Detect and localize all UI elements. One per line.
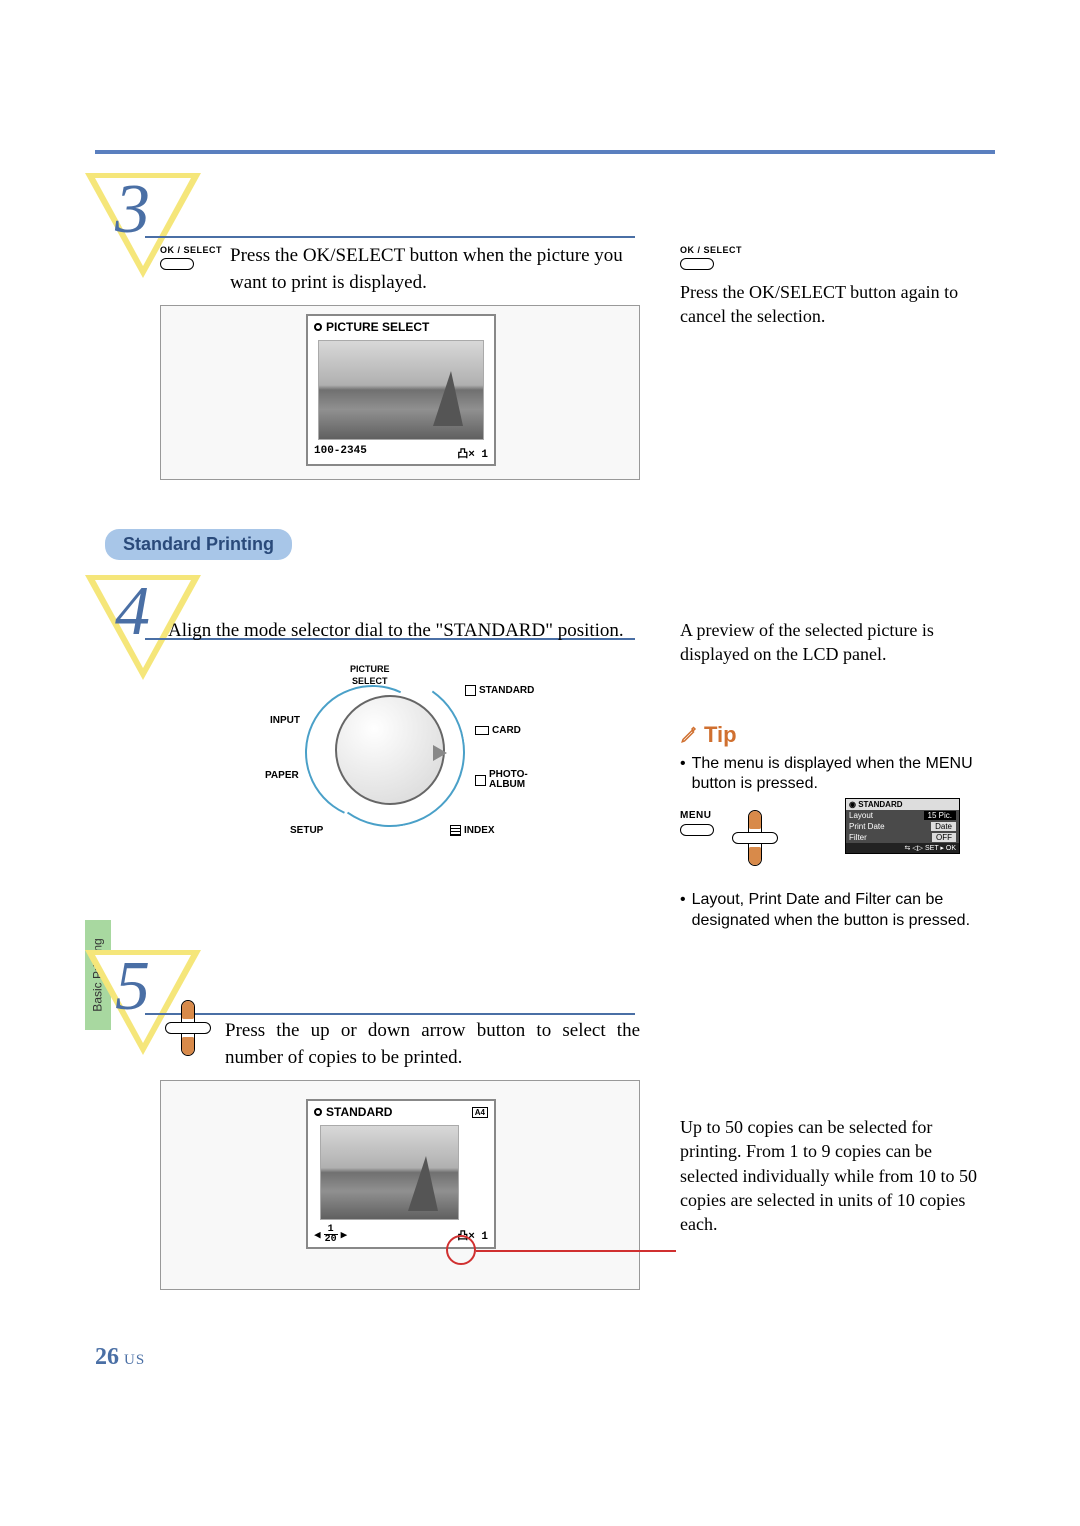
menu-shot-footer: ⇆ ◁▷ SET ▸ OK [846, 843, 959, 853]
lcd-bottom-bar: 100-2345 凸× 1 [308, 442, 494, 464]
bullet-icon-2: • [680, 890, 686, 932]
paper-size-badge: A4 [472, 1107, 488, 1118]
mode-dial: PICTURESELECT INPUT PAPER SETUP STANDARD… [215, 655, 585, 865]
pencil-icon [680, 726, 698, 744]
photo-album-icon [475, 775, 486, 786]
tip-heading-text: Tip [704, 720, 737, 750]
page-number: 26 US [95, 1344, 145, 1371]
lcd-title-standard: STANDARD A4 [308, 1101, 494, 1123]
lcd-copy-count: 凸× 1 [457, 445, 488, 461]
step-5-side-text: Up to 50 copies can be selected for prin… [680, 1115, 980, 1236]
menu-row-layout: Layout15 Pic. [846, 810, 959, 821]
ok-select-label: OK / SELECT [160, 245, 222, 255]
step-5-illustration: STANDARD A4 ◀ 1 20 ▶ 凸× 1 [160, 1080, 640, 1290]
tip-menu-illustration: MENU [680, 810, 778, 866]
menu-button-shape [680, 824, 714, 836]
section-heading-standard-printing: Standard Printing [105, 529, 292, 560]
menu-button-icon: MENU [680, 810, 714, 836]
dial-label-photo-album: PHOTO-ALBUM [475, 770, 528, 790]
right-arrow-icon: ▶ [341, 1228, 348, 1242]
lcd-title: PICTURE SELECT [308, 316, 494, 338]
callout-leader-line [476, 1250, 676, 1252]
step-5-rule [145, 1013, 635, 1015]
lcd-title-text: PICTURE SELECT [326, 320, 429, 334]
lcd-photo-preview-2 [320, 1125, 459, 1220]
card-icon [475, 726, 489, 735]
step-5-number: 5 [115, 947, 150, 1027]
record-icon [314, 323, 322, 331]
ok-select-icon-step3: OK / SELECT [160, 245, 222, 270]
step-3-text: Press the OK/SELECT button when the pict… [230, 243, 640, 296]
step-3-rule [145, 236, 635, 238]
tip-block: Tip • The menu is displayed when the MEN… [680, 720, 980, 795]
ok-button-shape-side [680, 258, 714, 270]
menu-button-label: MENU [680, 810, 714, 821]
record-icon-2 [314, 1108, 322, 1116]
step-3-side-text: Press the OK/SELECT button again to canc… [680, 280, 980, 329]
dial-label-setup: SETUP [290, 825, 323, 836]
standard-icon [465, 685, 476, 696]
lcd-photo-preview [318, 340, 484, 440]
tip-bullet-2: Layout, Print Date and Filter can be des… [692, 890, 980, 932]
lcd-title-standard-text: STANDARD [326, 1105, 392, 1119]
step-5-text: Press the up or down arrow button to sel… [225, 1018, 640, 1071]
dial-label-index: INDEX [450, 825, 495, 836]
bullet-icon: • [680, 754, 686, 796]
page-top-rule [95, 150, 995, 154]
menu-screenshot: ◉ STANDARD Layout15 Pic. Print DateDate … [845, 798, 960, 854]
dial-label-picture-select: PICTURESELECT [350, 665, 390, 686]
step-4-illustration: PICTURESELECT INPUT PAPER SETUP STANDARD… [160, 655, 640, 875]
callout-circle [446, 1235, 476, 1265]
menu-row-filter: FilterOFF [846, 832, 959, 843]
lcd-page-counter: ◀ 1 20 ▶ [314, 1225, 347, 1244]
ok-select-icon-side: OK / SELECT [680, 245, 742, 270]
dpad-icon [732, 810, 778, 866]
page-number-suffix: US [124, 1352, 145, 1368]
lcd-standard: STANDARD A4 ◀ 1 20 ▶ 凸× 1 [306, 1099, 496, 1249]
ok-button-shape [160, 258, 194, 270]
menu-shot-header: ◉ STANDARD [846, 799, 959, 810]
dpad-icon-step5 [165, 1000, 211, 1056]
step-4-side-text: A preview of the selected picture is dis… [680, 618, 980, 667]
dial-label-input: INPUT [270, 715, 300, 726]
step-4-number: 4 [115, 572, 150, 652]
index-icon [450, 825, 461, 836]
tip-bullet-1: The menu is displayed when the MENU butt… [692, 754, 980, 796]
step-5-dpad-icon [165, 1000, 211, 1056]
dial-label-paper: PAPER [265, 770, 299, 781]
dial-knob [335, 695, 445, 805]
dial-label-card: CARD [475, 725, 521, 736]
page-number-value: 26 [95, 1344, 119, 1370]
menu-row-printdate: Print DateDate [846, 821, 959, 832]
ok-select-side-label: OK / SELECT [680, 245, 742, 255]
dial-label-standard: STANDARD [465, 685, 534, 696]
step-4-text: Align the mode selector dial to the "STA… [168, 618, 638, 645]
left-arrow-icon: ◀ [314, 1228, 321, 1242]
lcd-file-number: 100-2345 [314, 445, 367, 461]
step-3-illustration: PICTURE SELECT 100-2345 凸× 1 [160, 305, 640, 480]
step-3-number: 3 [115, 170, 150, 250]
lcd-picture-select: PICTURE SELECT 100-2345 凸× 1 [306, 314, 496, 466]
tip-heading: Tip [680, 720, 980, 750]
